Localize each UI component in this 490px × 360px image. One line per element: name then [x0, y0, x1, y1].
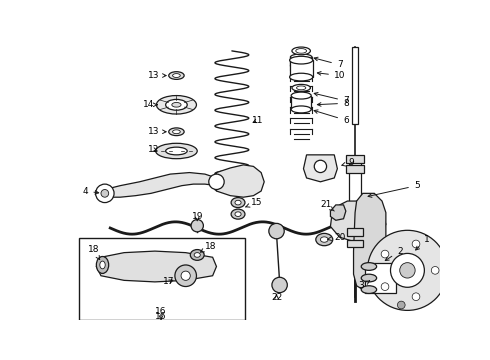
Polygon shape	[97, 251, 217, 282]
Text: 7: 7	[314, 57, 343, 69]
Circle shape	[412, 293, 420, 301]
Bar	[79, 238, 245, 320]
Text: 22: 22	[271, 293, 282, 302]
Polygon shape	[354, 193, 386, 289]
Text: 16: 16	[155, 312, 167, 321]
Ellipse shape	[166, 99, 187, 110]
Text: 21: 21	[320, 201, 334, 211]
Ellipse shape	[320, 237, 328, 242]
Circle shape	[397, 301, 405, 309]
Circle shape	[400, 263, 415, 278]
Ellipse shape	[172, 73, 180, 77]
Ellipse shape	[231, 209, 245, 219]
Text: 14: 14	[143, 100, 157, 109]
Ellipse shape	[156, 143, 197, 159]
Bar	[365, 263, 396, 293]
Polygon shape	[303, 155, 337, 182]
Ellipse shape	[316, 233, 333, 246]
Text: 6: 6	[314, 110, 349, 125]
Ellipse shape	[169, 128, 184, 136]
Polygon shape	[105, 172, 217, 197]
Text: 9: 9	[342, 158, 354, 167]
Ellipse shape	[291, 92, 311, 99]
Ellipse shape	[290, 56, 313, 64]
Text: 11: 11	[252, 116, 264, 125]
Circle shape	[269, 223, 284, 239]
Ellipse shape	[190, 249, 204, 260]
Text: 17: 17	[163, 278, 174, 287]
Circle shape	[96, 184, 114, 203]
Circle shape	[412, 240, 420, 248]
Circle shape	[368, 230, 447, 310]
Bar	[347, 239, 363, 247]
Ellipse shape	[100, 261, 105, 269]
Ellipse shape	[97, 256, 109, 274]
Ellipse shape	[156, 95, 196, 114]
Bar	[347, 228, 363, 236]
Text: 12: 12	[147, 145, 159, 154]
Polygon shape	[330, 201, 386, 242]
Circle shape	[272, 277, 287, 293]
Ellipse shape	[194, 253, 200, 257]
Ellipse shape	[291, 54, 312, 60]
Bar	[291, 57, 312, 66]
Text: 16: 16	[155, 307, 167, 319]
Ellipse shape	[296, 86, 306, 90]
Ellipse shape	[296, 49, 307, 53]
Circle shape	[175, 265, 196, 287]
Circle shape	[209, 174, 224, 189]
Circle shape	[381, 250, 389, 258]
Text: 19: 19	[192, 212, 203, 221]
Polygon shape	[330, 205, 346, 220]
Circle shape	[431, 266, 439, 274]
Text: 4: 4	[83, 186, 98, 195]
Circle shape	[391, 253, 424, 287]
Polygon shape	[217, 165, 264, 197]
Text: 10: 10	[318, 71, 345, 80]
Text: 13: 13	[147, 71, 166, 80]
Circle shape	[181, 271, 190, 280]
Ellipse shape	[172, 130, 180, 134]
Ellipse shape	[361, 274, 377, 282]
Circle shape	[101, 189, 109, 197]
Text: 20: 20	[328, 233, 345, 242]
Text: 18: 18	[200, 242, 216, 252]
Bar	[352, 47, 358, 124]
Text: 15: 15	[245, 198, 262, 207]
Bar	[290, 60, 313, 77]
Circle shape	[191, 220, 203, 232]
Ellipse shape	[290, 73, 313, 81]
Bar	[346, 155, 365, 163]
Ellipse shape	[361, 263, 377, 270]
Ellipse shape	[291, 106, 311, 113]
Text: 8: 8	[318, 99, 349, 108]
Ellipse shape	[292, 47, 311, 55]
Ellipse shape	[172, 103, 181, 107]
Ellipse shape	[231, 198, 245, 208]
Circle shape	[381, 283, 389, 291]
Text: 3: 3	[358, 281, 369, 290]
Ellipse shape	[292, 84, 311, 91]
Bar	[291, 95, 311, 109]
Text: 13: 13	[147, 127, 166, 136]
Circle shape	[314, 160, 327, 172]
Bar	[349, 159, 361, 220]
Ellipse shape	[361, 286, 377, 293]
Text: 18: 18	[88, 245, 99, 260]
Ellipse shape	[235, 212, 241, 216]
Text: 2: 2	[385, 247, 403, 261]
Bar	[346, 165, 365, 172]
Text: 7: 7	[314, 93, 349, 105]
Ellipse shape	[166, 147, 187, 155]
Text: 5: 5	[368, 181, 419, 197]
Ellipse shape	[169, 72, 184, 80]
Text: 1: 1	[416, 235, 430, 250]
Ellipse shape	[235, 200, 241, 205]
